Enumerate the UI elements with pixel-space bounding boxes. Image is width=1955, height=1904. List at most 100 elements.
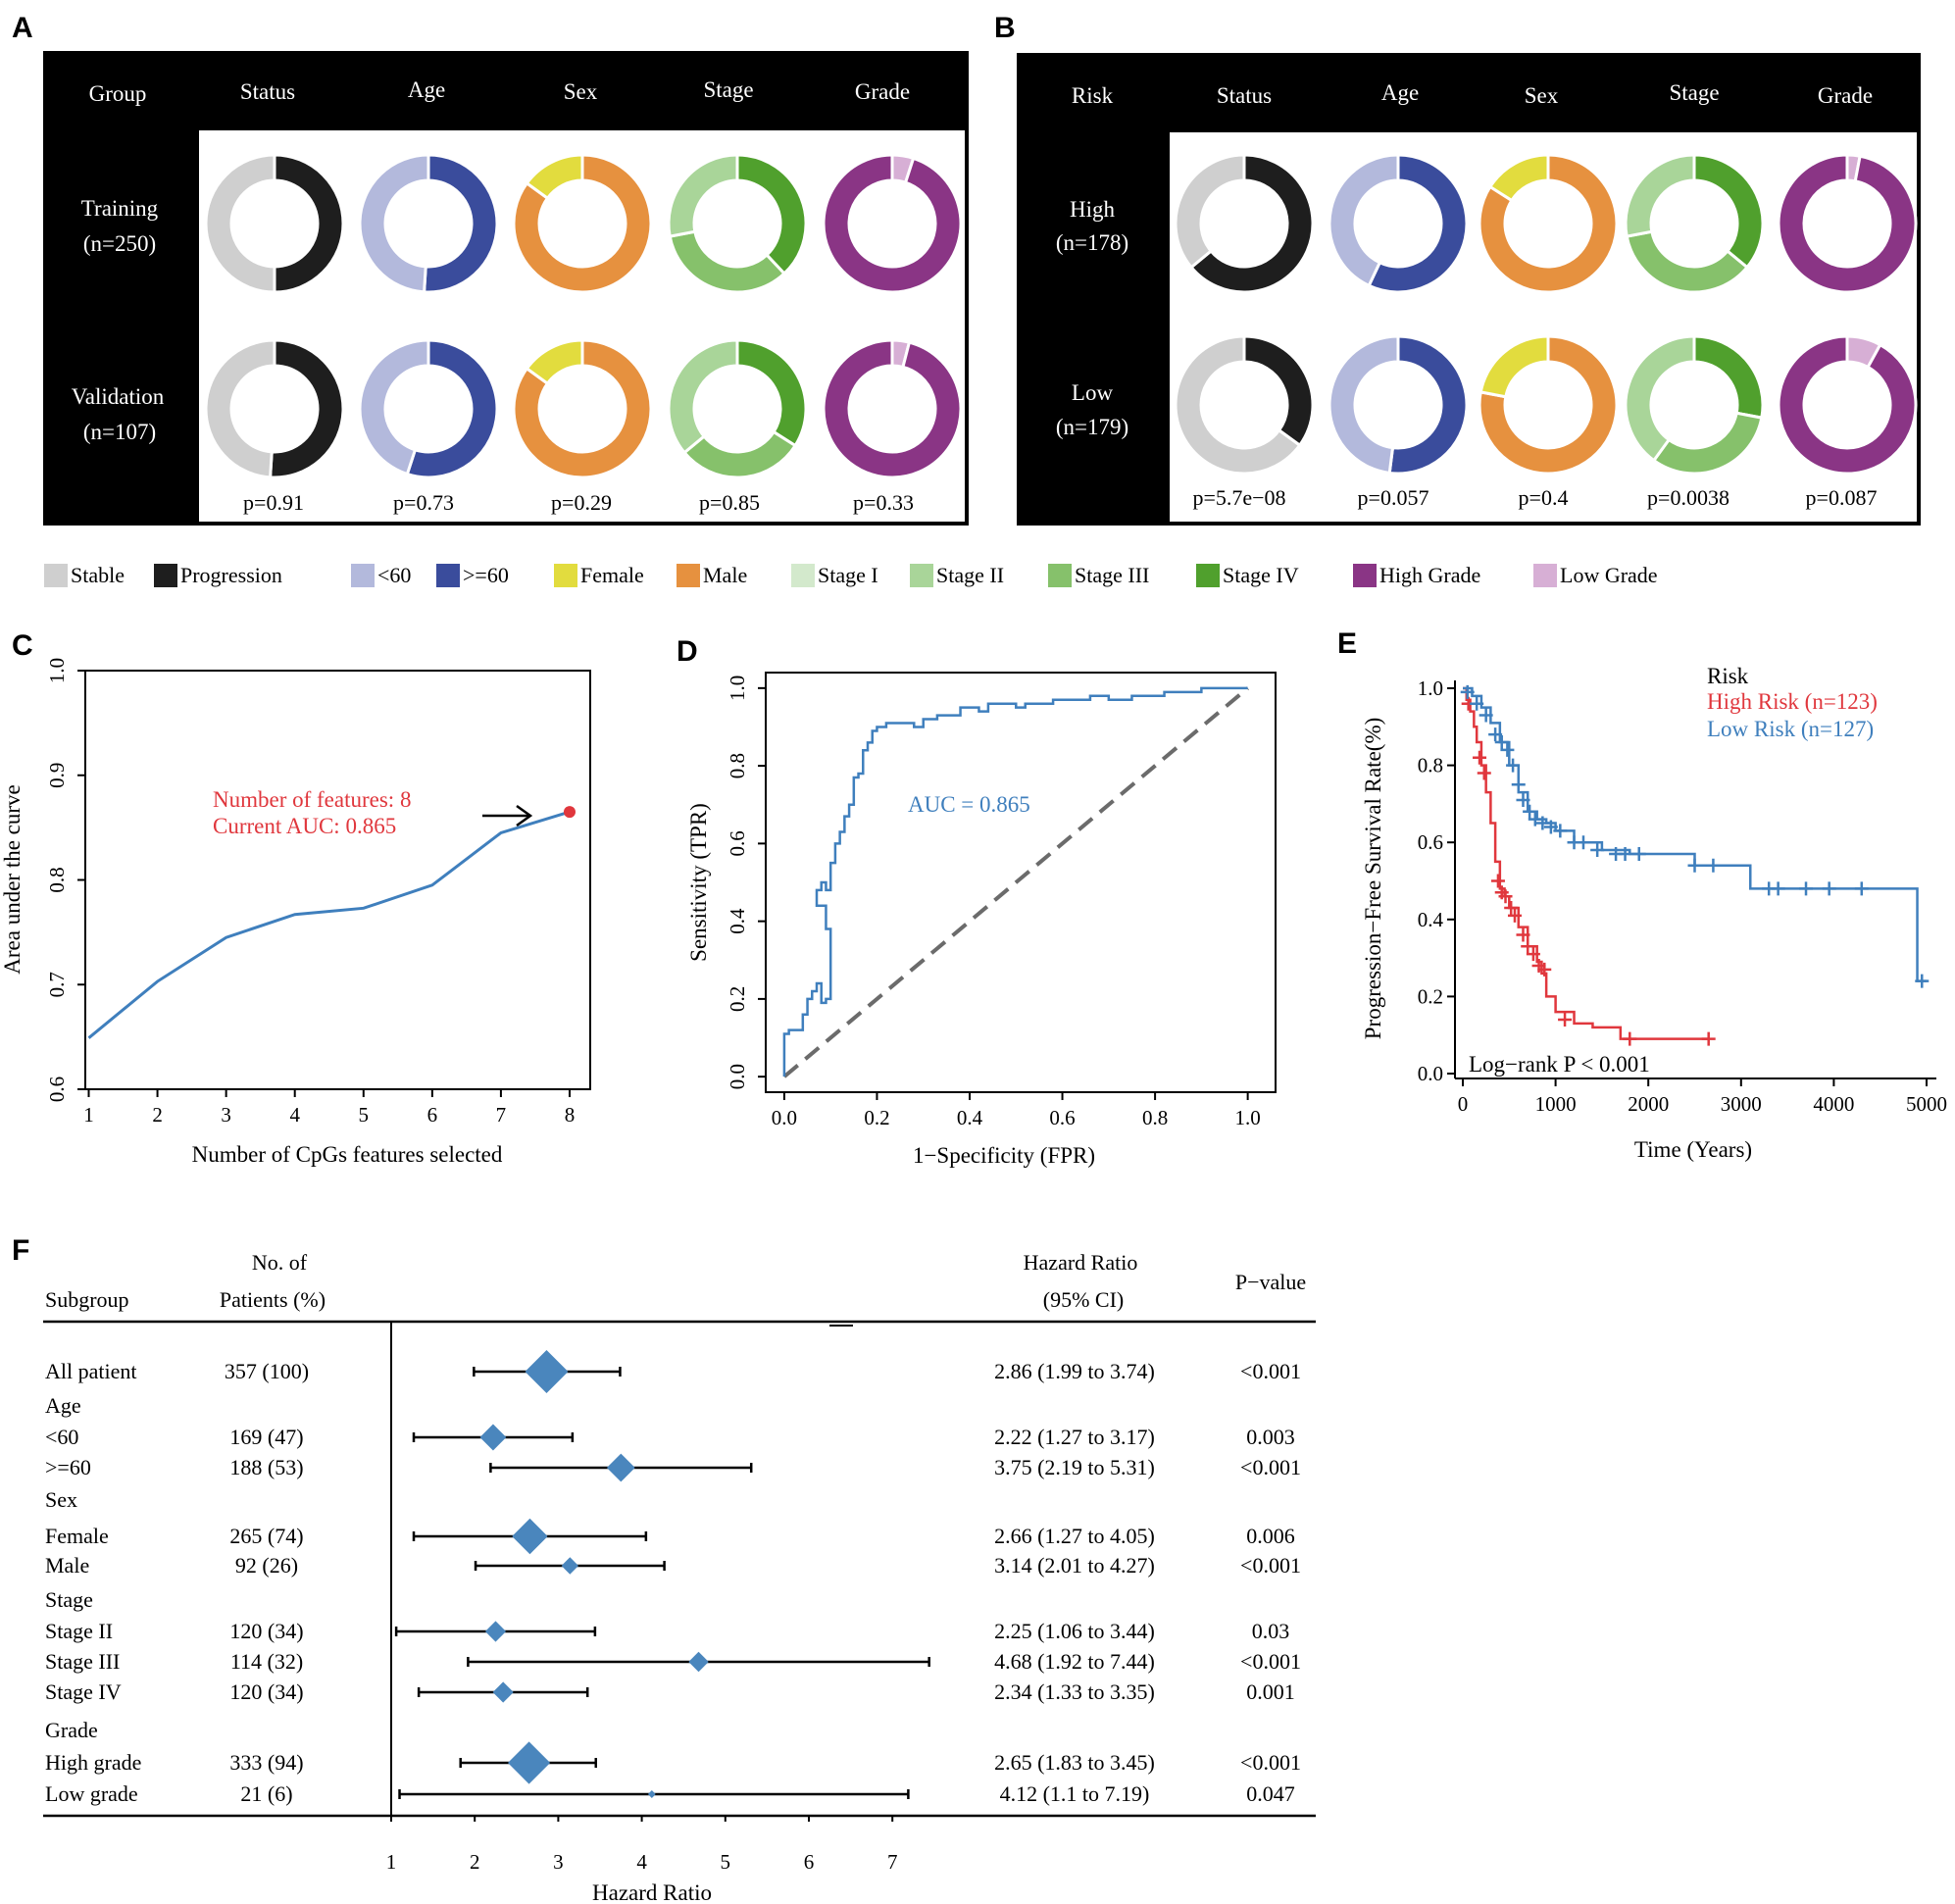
panel-d-xlabel: 1−Specificity (FPR) [913, 1143, 1095, 1168]
legend-item: Female [554, 563, 644, 587]
panel-b-donut-r2-stage-slice-1 [1624, 334, 1696, 463]
c-xtick-label: 4 [289, 1103, 300, 1127]
panel-a-donut-r2-sex-slice-0 [525, 338, 584, 386]
forest-row: Stage IV 120 (34) 2.34 (1.33 to 3.35) 0.001 [45, 1679, 1295, 1704]
panel-b-donut-r2-grade [1777, 334, 1918, 476]
panel-label-e: E [1337, 627, 1357, 660]
forest-row-ci: 2.65 (1.83 to 3.45) [994, 1750, 1155, 1775]
panel-b-donut-r2-stage [1624, 334, 1765, 476]
e-censor-mark [1473, 750, 1487, 765]
panel-c-ylabel: Area under the curve [0, 784, 25, 974]
d-xtick-label: 0.6 [1049, 1106, 1075, 1129]
legend-label: Low Grade [1560, 563, 1658, 587]
panel-b-donut-r1-grade [1777, 153, 1918, 294]
forest-row-n: 357 (100) [225, 1359, 309, 1383]
forest-row: >=60 188 (53) 3.75 (2.19 to 5.31) <0.001 [45, 1453, 1301, 1482]
legend-item: Stage III [1048, 563, 1149, 587]
d-xtick-label: 0.2 [864, 1106, 889, 1129]
legend-label: Male [703, 563, 747, 587]
e-censor-mark [1511, 777, 1526, 792]
legend-swatch [1196, 564, 1220, 587]
e-censor-mark [1506, 758, 1521, 773]
panel-b-donut-r2-status-slice-1 [1242, 334, 1315, 448]
panel-a-donut-r1-stage [667, 153, 808, 294]
legend-label: Stage II [936, 563, 1004, 587]
panel-a-donut-r1-status-slice-1 [273, 153, 345, 294]
e-curve-low-risk [1463, 686, 1927, 982]
forest-header-hr1: Hazard Ratio [1024, 1250, 1138, 1275]
forest-row-n: 333 (94) [229, 1750, 303, 1775]
c-xtick-label: 3 [221, 1103, 231, 1127]
forest-hr-diamond [647, 1790, 656, 1798]
forest-row-label: Stage IV [45, 1679, 122, 1704]
panel-b-donut-r1-stage-slice-1 [1624, 153, 1696, 238]
forest-hr-diamond [561, 1557, 579, 1575]
panel-a-pvalue-grade: p=0.33 [853, 490, 914, 515]
legend-item: >=60 [436, 563, 509, 587]
e-censor-mark [1623, 1031, 1637, 1046]
panel-a-donut-r2-grade [822, 338, 963, 479]
e-censor-mark [1528, 812, 1542, 827]
forest-row-pvalue: <0.001 [1240, 1750, 1301, 1775]
panel-a-donut-r1-age [358, 153, 499, 294]
panel-e-xlabel: Time (Years) [1634, 1137, 1752, 1162]
panel-b-col-grade: Grade [1818, 83, 1873, 108]
e-xtick-label: 0 [1458, 1092, 1469, 1116]
panel-b-pvalue-stage: p=0.0038 [1647, 485, 1729, 510]
panel-b-pvalue-age: p=0.057 [1358, 485, 1429, 510]
forest-row-pvalue: <0.001 [1240, 1649, 1301, 1674]
e-censor-mark [1915, 974, 1930, 988]
forest-row-label: Stage III [45, 1649, 120, 1674]
panel-b-donut-r1-sex-slice-0 [1487, 153, 1550, 203]
panel-a-donut-r1-grade-slice-0 [822, 153, 963, 294]
f-xtick-label: 4 [636, 1850, 647, 1874]
c-ytick-label: 0.6 [45, 1077, 69, 1102]
panel-a-donut-r1-sex-slice-0 [525, 153, 584, 201]
c-xtick-label: 2 [152, 1103, 163, 1127]
d-ytick-label: 1.0 [726, 676, 749, 701]
forest-row-pvalue: 0.003 [1246, 1425, 1295, 1449]
legend-swatch [436, 564, 460, 587]
e-censor-mark [1479, 708, 1493, 723]
forest-row-pvalue: 0.001 [1246, 1679, 1295, 1704]
panel-b-donut-r1-age-slice-0 [1328, 153, 1400, 288]
panel-a-col-sex: Sex [564, 79, 598, 104]
panel-label-a: A [12, 12, 33, 44]
forest-row-n: 92 (26) [235, 1553, 298, 1578]
forest-row-n: 188 (53) [229, 1455, 303, 1479]
e-xtick-label: 4000 [1813, 1092, 1854, 1116]
c-xtick-label: 6 [427, 1103, 438, 1127]
panel-c-auc-line [87, 810, 571, 1039]
forest-row-label: Sex [45, 1487, 77, 1512]
panel-label-f: F [12, 1234, 29, 1267]
forest-row: Stage III 114 (32) 4.68 (1.92 to 7.44) <0.0… [45, 1649, 1301, 1674]
panel-a-pvalue-sex: p=0.29 [551, 490, 612, 515]
legend-label: Female [580, 563, 644, 587]
panel-e-legend-title: Risk [1707, 664, 1749, 688]
panel-c-annotation-features: Number of features: 8 [213, 787, 411, 812]
panel-b-donut-r2-status-slice-0 [1174, 334, 1302, 476]
panel-c: 1 2 3 4 5 6 7 8 0.6 0.7 0.8 0.9 1.0 Number of CpGs f… [0, 658, 591, 1167]
panel-d-frame [765, 672, 1277, 1093]
d-ytick-label: 0.0 [726, 1064, 749, 1089]
panel-e-logrank: Log−rank P < 0.001 [1469, 1052, 1650, 1077]
e-censor-mark [1631, 846, 1646, 861]
panel-b-donut-r1-stage [1624, 153, 1765, 294]
forest-group-header: Grade [45, 1718, 98, 1742]
e-ytick-label: 0.0 [1418, 1062, 1443, 1085]
forest-row-ci: 2.66 (1.27 to 4.05) [994, 1524, 1155, 1548]
panel-b-donut-r1-grade-slice-0 [1777, 153, 1918, 294]
legend-item: Stage I [791, 563, 878, 587]
forest-row-label: Stage II [45, 1619, 113, 1643]
panel-b-col-sex: Sex [1525, 83, 1559, 108]
forest-row-ci: 2.34 (1.33 to 3.35) [994, 1679, 1155, 1704]
panel-b-donut-r1-status-slice-1 [1188, 153, 1315, 294]
panel-b-donut-r1-status [1174, 153, 1315, 294]
panel-b-pvalue-status: p=5.7e−08 [1192, 485, 1285, 510]
panel-a-donut-r2-status-slice-1 [269, 338, 345, 479]
e-censor-mark [1516, 927, 1530, 942]
e-censor-mark [1701, 1031, 1716, 1046]
panel-a-col-grade: Grade [855, 79, 910, 104]
panel-a-pvalue-status: p=0.91 [243, 490, 304, 515]
forest-row-n: 114 (32) [230, 1649, 303, 1674]
